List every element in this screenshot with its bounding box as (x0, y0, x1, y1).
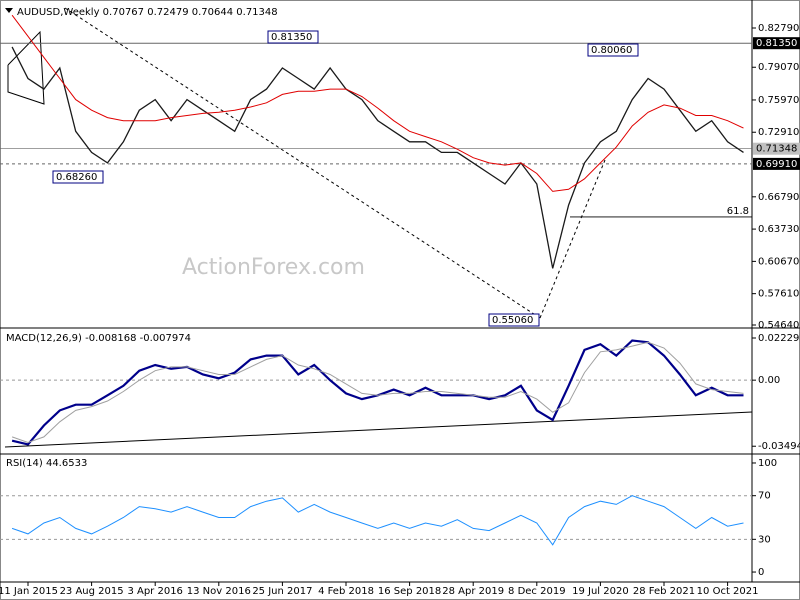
annotation-box (52, 170, 104, 184)
x-tick-label: 28 Feb 2021 (633, 586, 695, 597)
y-tick-label: 0.75970 (758, 95, 799, 106)
series-line (11, 341, 744, 444)
x-tick-label: 13 Nov 2016 (187, 586, 251, 597)
x-tick-label: 4 Feb 2018 (318, 586, 374, 597)
annotation-box (267, 30, 319, 44)
series-line (11, 14, 744, 192)
annotation-box (587, 43, 639, 57)
level-label-box (753, 157, 800, 170)
trendline (539, 159, 606, 319)
x-tick-label: 3 Apr 2016 (127, 586, 182, 597)
annotation: 0.68260 (56, 172, 97, 183)
y-tick-label: 0.022295 (758, 333, 800, 344)
x-tick-label: 23 Aug 2015 (60, 586, 124, 597)
x-tick-label: 11 Jan 2015 (0, 586, 58, 597)
y-tick-label: 0.63730 (758, 224, 799, 235)
annotation-box (488, 313, 540, 327)
y-tick-label: 70 (758, 491, 771, 502)
x-tick-label: 25 Jun 2017 (252, 586, 312, 597)
y-tick-label: 0.79070 (758, 62, 799, 73)
y-tick-label: 0.54640 (758, 320, 799, 331)
y-tick-label: 0.00 (758, 375, 780, 386)
series-line (11, 495, 744, 546)
macd-trendline (4, 411, 753, 448)
x-tick-label: 19 Jul 2020 (572, 586, 629, 597)
y-tick-label: 30 (758, 534, 771, 545)
annotation: 0.80060 (591, 45, 632, 56)
level-label-box (753, 142, 800, 155)
fib-label: 61.8 (727, 206, 749, 217)
x-tick-label: 16 Sep 2018 (378, 586, 441, 597)
y-tick-label: 0.72910 (758, 127, 799, 138)
trendline (64, 7, 541, 319)
y-tick-label: 0.60670 (758, 256, 799, 267)
level-label: 0.69910 (756, 159, 797, 170)
x-tick-label: 28 Apr 2019 (442, 586, 504, 597)
level-label: 0.81350 (756, 38, 797, 49)
y-tick-label: 100 (758, 458, 777, 469)
y-tick-label: 0.82790 (758, 23, 799, 34)
level-label: 0.71348 (756, 144, 797, 155)
y-tick-label: 0.57610 (758, 289, 799, 300)
y-tick-label: 0 (758, 567, 764, 578)
annotation: 0.55060 (492, 315, 533, 326)
panel-title: RSI(14) 44.6533 (6, 458, 87, 469)
panel-title: AUDUSD,Weekly 0.70767 0.72479 0.70644 0.… (17, 7, 278, 18)
x-tick-label: 10 Oct 2021 (697, 586, 759, 597)
y-tick-label: -0.034948 (758, 441, 800, 452)
level-label-box (753, 37, 800, 50)
menu-arrow (5, 8, 13, 13)
annotation: 0.81350 (271, 32, 312, 43)
panel-title: MACD(12,26,9) -0.008168 -0.007974 (6, 333, 191, 344)
watermark: ActionForex.com (182, 255, 365, 280)
x-tick-label: 8 Dec 2019 (508, 586, 566, 597)
y-tick-label: 0.66790 (758, 192, 799, 203)
